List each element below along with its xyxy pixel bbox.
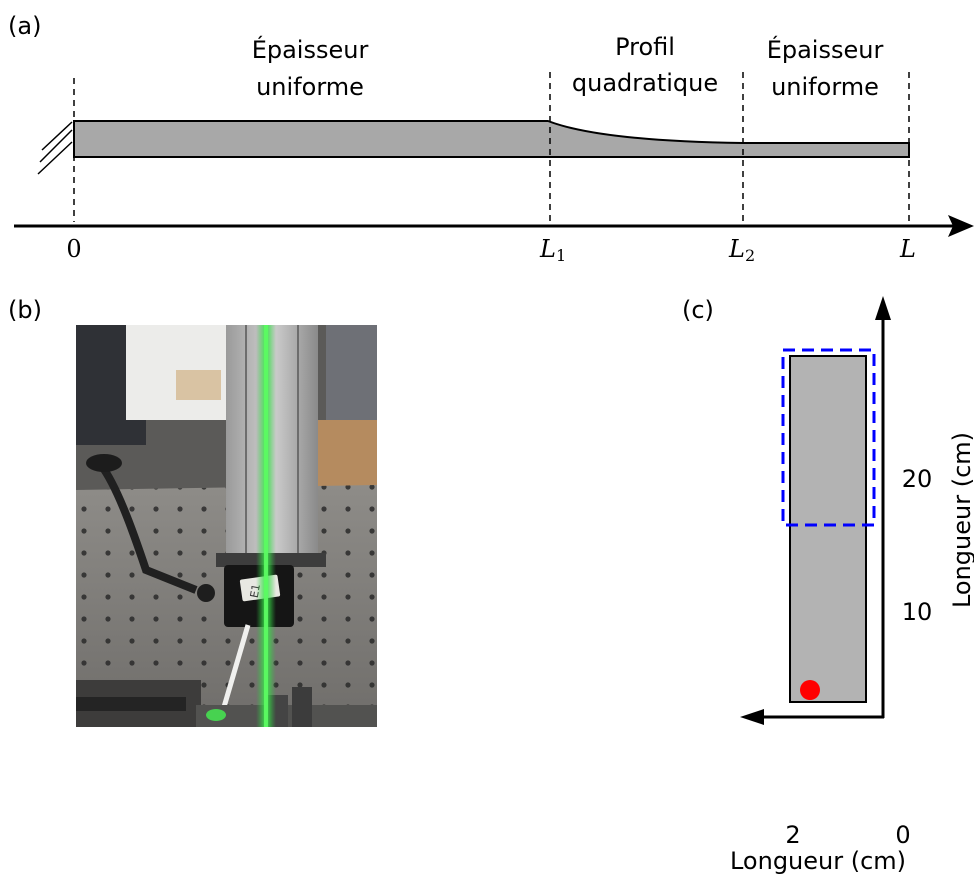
c-x-tick-0: 0: [895, 821, 910, 849]
tick-l: L: [899, 235, 916, 263]
photo-poster: [176, 370, 221, 400]
region1-title-line1: Épaisseur: [252, 35, 369, 64]
axis-arrowhead: [948, 215, 974, 237]
panel-a-label: (a): [8, 12, 41, 40]
panel-b-label: (b): [8, 296, 42, 324]
panel-c-label: (c): [682, 296, 714, 324]
tick-l2: L2: [728, 235, 755, 265]
beam-profile: [73, 120, 910, 158]
experimental-setup-photo: E1: [76, 325, 377, 727]
region2-title-line1: Profil: [615, 33, 675, 61]
c-y-arrowhead: [875, 296, 891, 320]
c-y-label: Longueur (cm): [948, 432, 974, 608]
c-y-tick-10: 10: [902, 598, 933, 626]
c-x-tick-2: 2: [785, 821, 800, 849]
tick-l1: L1: [539, 235, 566, 265]
c-x-arrowhead: [740, 709, 764, 725]
region2-title-line2: quadratique: [572, 69, 718, 97]
measurement-zone: [781, 348, 876, 527]
region1-title-line2: uniforme: [256, 73, 364, 101]
photo-rod: [221, 624, 251, 708]
excitation-point: [800, 680, 820, 700]
clamp-hatch: [37, 121, 73, 175]
tick-zero: 0: [66, 235, 81, 263]
region3-title-line2: uniforme: [771, 73, 879, 101]
photo-arm: [97, 462, 198, 594]
beam-rect: [789, 355, 867, 703]
photo-cabinet: [326, 325, 377, 420]
region3-title-line1: Épaisseur: [767, 35, 884, 64]
c-y-tick-20: 20: [902, 465, 933, 493]
c-x-label: Longueur (cm): [730, 847, 906, 875]
